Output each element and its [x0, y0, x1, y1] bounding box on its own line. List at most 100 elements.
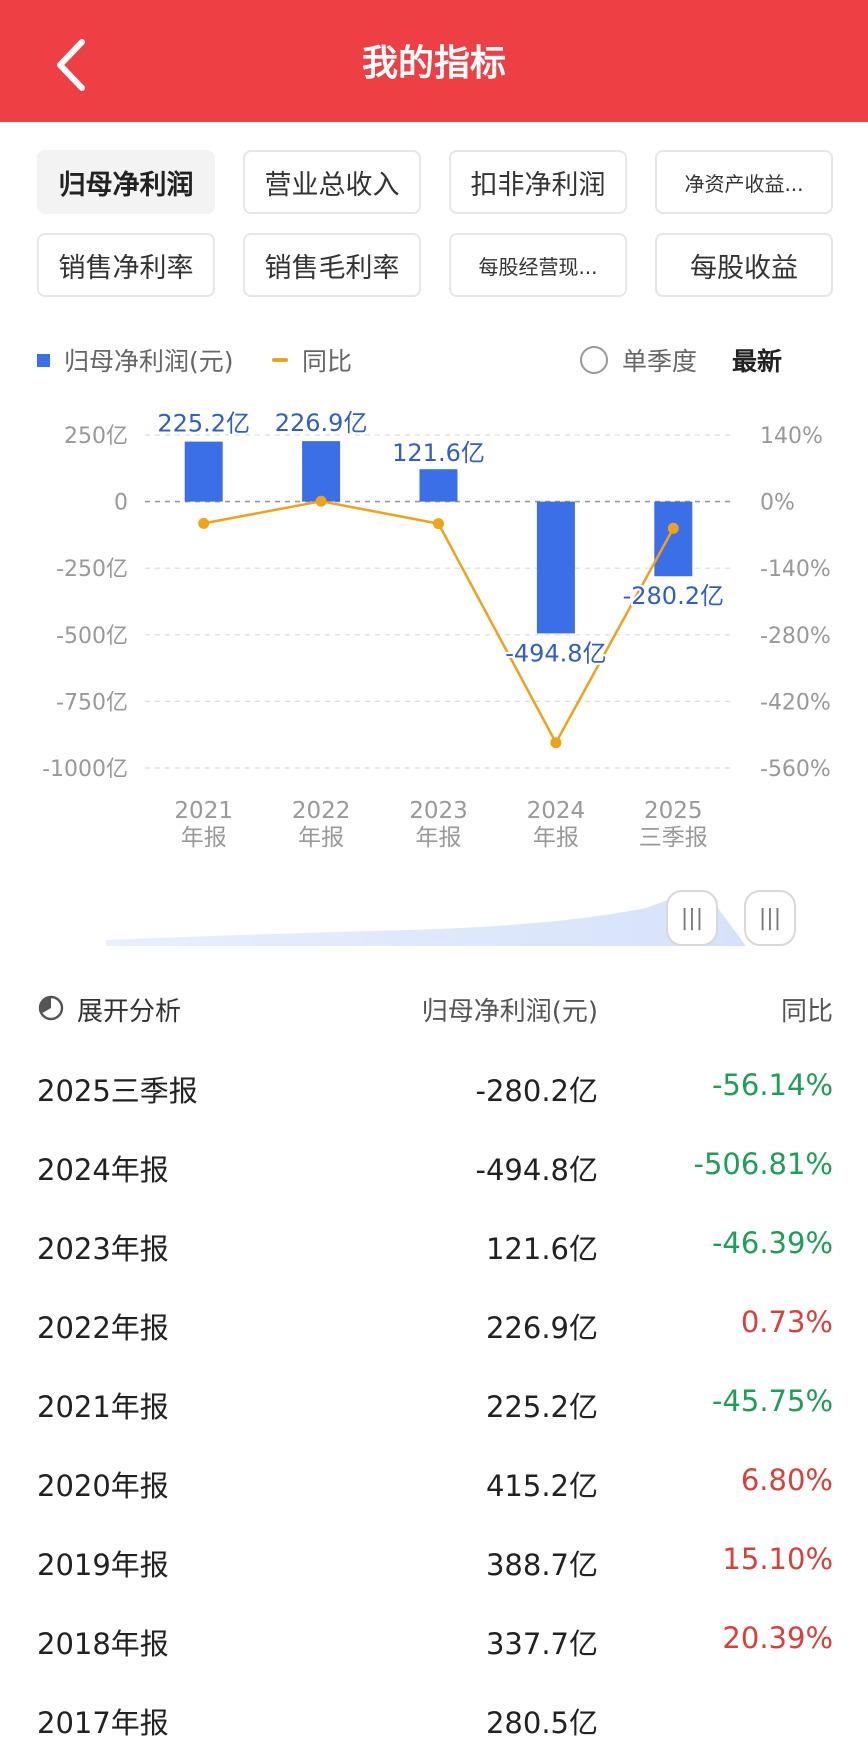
row-profit: 280.5亿 [485, 1706, 598, 1740]
y-left-tick-label: 250亿 [64, 424, 128, 449]
y-left-tick-label: 0 [114, 491, 128, 516]
row-profit: 226.9亿 [485, 1311, 598, 1345]
y-left-tick-label: -750亿 [56, 690, 128, 715]
y-left-tick-label: -1000亿 [42, 757, 128, 782]
latest-label: 最新 [732, 347, 783, 376]
expand-analysis-button[interactable]: 展开分析 [77, 997, 182, 1027]
y-right-tick-label: 0% [760, 491, 795, 516]
y-right-tick-label: -280% [760, 624, 831, 649]
row-yoy: -46.39% [711, 1226, 833, 1260]
x-tick-sublabel: 年报 [533, 825, 579, 851]
line-legend-icon [272, 358, 288, 362]
tab-operating-cash-per-share[interactable]: 每股经营现... [449, 233, 627, 297]
row-period: 2024年报 [37, 1153, 169, 1187]
table-row: 2025三季报 -280.2亿 -56.14% [37, 1050, 833, 1129]
table-row: 2021年报 225.2亿 -45.75% [37, 1366, 833, 1445]
yoy-point [433, 518, 444, 530]
row-yoy: 0.73% [740, 1305, 833, 1339]
range-slider[interactable]: ||| ||| [106, 890, 796, 946]
x-tick-sublabel: 年报 [181, 825, 227, 851]
x-tick-label: 2022 [292, 798, 351, 824]
row-period: 2025三季报 [37, 1074, 198, 1108]
row-yoy: -56.14% [711, 1068, 833, 1102]
tab-net-profit-parent[interactable]: 归母净利润 [37, 150, 215, 214]
yoy-point [198, 517, 210, 529]
row-yoy: 20.39% [722, 1621, 833, 1655]
radio-icon [580, 346, 608, 374]
single-quarter-label: 单季度 [622, 347, 698, 376]
y-right-tick-label: -420% [760, 690, 831, 715]
tab-gross-margin[interactable]: 销售毛利率 [243, 233, 421, 297]
y-right-tick-label: -560% [760, 757, 831, 782]
table-row: 2023年报 121.6亿 -46.39% [37, 1208, 833, 1287]
tab-deducted-net-profit[interactable]: 扣非净利润 [449, 150, 627, 214]
row-profit: 388.7亿 [485, 1548, 598, 1582]
table-row: 2024年报 -494.8亿 -506.81% [37, 1129, 833, 1208]
row-yoy: -45.75% [711, 1384, 833, 1418]
single-quarter-toggle[interactable]: 单季度 [580, 340, 697, 380]
back-arrow-icon [57, 39, 85, 91]
row-period: 2020年报 [37, 1469, 169, 1503]
tab-roe[interactable]: 净资产收益... [655, 150, 833, 214]
x-tick-label: 2021 [174, 798, 233, 824]
row-period: 2019年报 [37, 1548, 169, 1582]
row-period: 2021年报 [37, 1390, 169, 1424]
table-row: 2017年报 280.5亿 [37, 1682, 833, 1741]
row-profit: 121.6亿 [485, 1232, 598, 1266]
bar [654, 501, 693, 577]
bar [302, 441, 341, 502]
page-title: 我的指标 [361, 43, 506, 84]
x-tick-sublabel: 三季报 [639, 825, 708, 851]
yoy-line [203, 499, 675, 746]
legend-line[interactable]: 同比 [272, 340, 352, 380]
y-right-tick-label: -140% [760, 557, 831, 582]
x-tick-label: 2024 [527, 798, 586, 824]
row-profit: 415.2亿 [485, 1469, 598, 1503]
table-row: 2019年报 388.7亿 15.10% [37, 1524, 833, 1603]
tab-eps[interactable]: 每股收益 [655, 233, 833, 297]
row-profit: -280.2亿 [475, 1074, 599, 1108]
row-period: 2018年报 [37, 1627, 169, 1661]
slider-handle-left[interactable]: ||| [666, 890, 718, 946]
bar [184, 441, 223, 502]
bar-data-label: 225.2亿 [157, 410, 250, 438]
tab-total-revenue[interactable]: 营业总收入 [243, 150, 421, 214]
row-period: 2017年报 [37, 1706, 169, 1740]
bar-data-label: -494.8亿 [505, 639, 606, 667]
legend-line-label: 同比 [302, 347, 353, 376]
row-profit: -494.8亿 [475, 1153, 599, 1187]
row-yoy: -506.81% [693, 1147, 834, 1181]
yoy-point [550, 737, 562, 749]
slider-handle-right[interactable]: ||| [744, 890, 796, 946]
chart-legend: 归母净利润(元) 同比 单季度 最新 [37, 340, 837, 380]
y-right-tick-label: 140% [760, 424, 823, 449]
latest-button[interactable]: 最新 [732, 340, 782, 380]
bar [536, 501, 575, 634]
x-tick-sublabel: 年报 [416, 825, 462, 851]
tab-net-margin[interactable]: 销售净利率 [37, 233, 215, 297]
bar-legend-icon [37, 353, 50, 367]
table-row: 2018年报 337.7亿 20.39% [37, 1603, 833, 1682]
profit-chart: 250亿 0 -250亿 -500亿 -750亿 -1000亿 140% 0% -140% -28… [42, 407, 831, 851]
top-bar: 我的指标 [0, 0, 868, 122]
slider-track [106, 892, 746, 946]
row-period: 2022年报 [37, 1311, 169, 1345]
row-yoy: 6.80% [740, 1463, 833, 1497]
legend-bar[interactable]: 归母净利润(元) [37, 340, 234, 380]
bar-data-label: -280.2亿 [623, 582, 724, 610]
pie-chart-icon [38, 995, 64, 1021]
bar-data-label: 226.9亿 [275, 409, 368, 437]
yoy-point [315, 495, 327, 507]
yoy-column-header: 同比 [780, 997, 833, 1027]
table-row: 2020年报 415.2亿 6.80% [37, 1445, 833, 1524]
y-left-tick-label: -500亿 [56, 624, 128, 649]
yoy-point [667, 522, 679, 534]
x-tick-sublabel: 年报 [298, 825, 344, 851]
back-button[interactable] [50, 30, 110, 100]
bar-data-label: 121.6亿 [392, 439, 485, 467]
x-tick-label: 2025 [644, 798, 703, 824]
row-profit: 225.2亿 [485, 1390, 598, 1424]
bar [419, 469, 458, 502]
analysis-header: 展开分析 归母净利润(元) 同比 [37, 985, 833, 1035]
legend-bar-label: 归母净利润(元) [64, 347, 234, 376]
